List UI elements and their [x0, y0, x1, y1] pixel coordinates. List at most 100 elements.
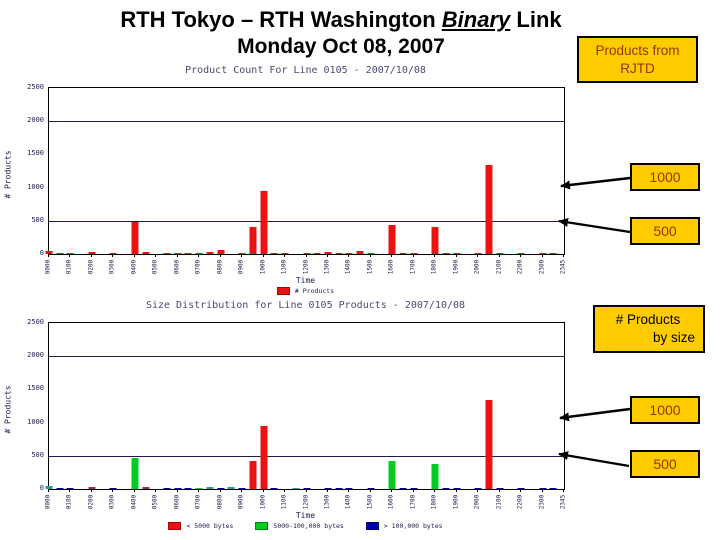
bar-0000 — [45, 251, 53, 254]
y-tick-2000: 2000 — [27, 116, 44, 125]
y-tick-1000: 1000 — [27, 417, 44, 426]
bar-1000 — [260, 425, 268, 489]
x-tick-mark — [541, 489, 543, 492]
x-tick-mark — [90, 254, 92, 257]
x-tick-mark — [133, 254, 135, 257]
x-tick-mark — [305, 254, 307, 257]
bar-0030 — [56, 252, 64, 254]
x-tick-mark — [541, 254, 543, 257]
x-tick-mark — [520, 254, 522, 257]
legend-item: # Products — [276, 287, 334, 295]
bar-2200 — [517, 253, 525, 254]
x-tick-mark — [262, 489, 264, 492]
bar-0830 — [227, 486, 235, 489]
bar-0200 — [88, 251, 96, 254]
x-tick-mark — [112, 254, 114, 257]
callout-text: 500 — [653, 222, 677, 239]
x-tick-mark — [455, 254, 457, 257]
bar-1330 — [335, 252, 343, 254]
x-tick-mark — [198, 254, 200, 257]
x-tick-mark — [219, 489, 221, 492]
chart-title: Product Count For Line 0105 - 2007/10/08 — [185, 65, 426, 76]
x-tick-mark — [326, 489, 328, 492]
bar-0600 — [174, 253, 182, 254]
bar-1400 — [345, 488, 353, 489]
callout-text: 1000 — [649, 401, 681, 418]
legend-label: 5000-100,000 bytes — [273, 522, 344, 530]
x-tick-mark — [284, 254, 286, 257]
callout-text-line2: by size — [652, 330, 695, 345]
y-axis-label: # Products — [3, 150, 13, 199]
title-block: RTH Tokyo – RTH Washington Binary Link M… — [0, 6, 682, 60]
x-tick-mark — [348, 254, 350, 257]
bar-1430 — [356, 251, 364, 254]
x-tick-mark — [391, 489, 393, 492]
bar-1800 — [431, 464, 439, 489]
product-count-chart: Product Count For Line 0105 - 2007/10/08… — [3, 65, 567, 295]
callout-products-from-rjtd: Products from RJTD — [577, 36, 698, 83]
bar-0700 — [195, 487, 203, 489]
plot-area — [45, 87, 565, 255]
bar-1030 — [270, 253, 278, 254]
bar-1800 — [431, 227, 439, 254]
x-tick-mark — [219, 254, 221, 257]
x-tick-mark — [369, 254, 371, 257]
x-tick-mark — [369, 489, 371, 492]
callout-1000-bottom: 1000 — [630, 396, 700, 424]
y-tick-2500: 2500 — [27, 318, 44, 326]
slide-title: RTH Tokyo – RTH Washington Binary Link — [0, 6, 682, 34]
x-tick-mark — [455, 489, 457, 492]
x-tick-mark — [176, 489, 178, 492]
bar-1830 — [442, 252, 450, 254]
gridline-500 — [49, 220, 564, 222]
y-tick-1500: 1500 — [27, 384, 44, 393]
x-tick-mark — [198, 489, 200, 492]
bar-2100 — [496, 253, 504, 254]
bar-2000 — [474, 253, 482, 254]
bar-0100 — [66, 488, 74, 489]
x-tick-mark — [133, 489, 135, 492]
y-tick-2000: 2000 — [27, 351, 44, 360]
plot-area — [45, 322, 565, 490]
legend-item: > 100,000 bytes — [365, 522, 443, 530]
x-tick-mark — [241, 254, 243, 257]
bar-1300 — [324, 488, 332, 489]
x-tick-mark — [284, 489, 286, 492]
y-axis-label: # Products — [3, 385, 13, 434]
bar-2030 — [485, 165, 493, 254]
legend-swatch-red — [168, 522, 182, 530]
x-tick-mark — [498, 489, 500, 492]
y-tick-1000: 1000 — [27, 182, 44, 191]
legend-item: < 5000 bytes — [168, 522, 233, 530]
bar-1700 — [410, 253, 418, 254]
bar-0400 — [131, 222, 139, 254]
x-axis-label: Time — [295, 276, 316, 285]
x-tick-mark — [155, 254, 157, 257]
x-tick-mark — [69, 489, 71, 492]
bar-0630 — [184, 488, 192, 489]
legend-label: > 100,000 bytes — [383, 522, 443, 530]
bar-0800 — [217, 250, 225, 254]
bar-0700 — [195, 252, 203, 254]
bar-0530 — [163, 488, 171, 489]
callout-text: 500 — [653, 455, 677, 472]
gridline-2000 — [49, 356, 564, 358]
title-emphasis: Binary — [441, 7, 511, 32]
x-tick-mark — [48, 254, 49, 257]
y-tick-1500: 1500 — [27, 149, 44, 158]
x-tick-mark — [348, 489, 350, 492]
gridline-2000 — [49, 121, 564, 123]
callout-text-line1: # Products — [615, 312, 681, 328]
x-tick-mark — [112, 489, 114, 492]
bar-1300 — [324, 252, 332, 254]
legend-item: 5000-100,000 bytes — [255, 522, 344, 530]
size-distribution-chart: Size Distribution for Line 0105 Products… — [3, 300, 567, 530]
x-tick-mark — [326, 254, 328, 257]
bar-0800 — [217, 488, 225, 489]
bar-0930 — [249, 461, 257, 489]
title-suffix: Link — [510, 7, 562, 32]
bar-1600 — [388, 225, 396, 254]
bar-0900 — [238, 488, 246, 489]
callout-products-by-size: # Products by size — [593, 305, 705, 353]
x-tick-mark — [412, 254, 414, 257]
